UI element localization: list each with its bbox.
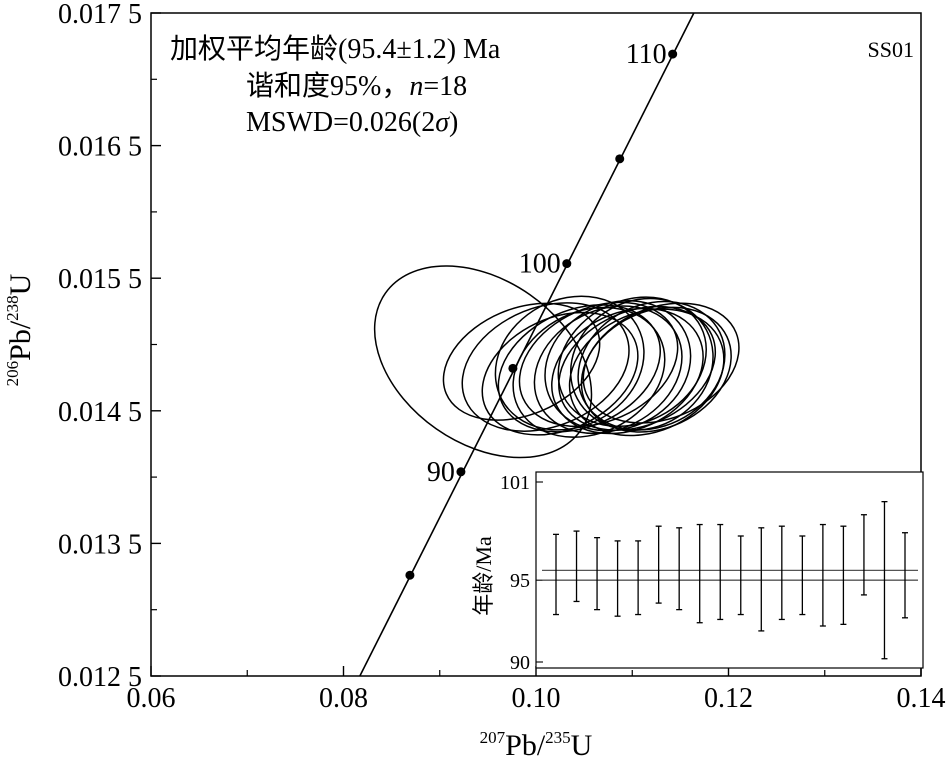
x-tick-label: 0.14 [897,683,946,714]
concordia-line [359,13,695,676]
age-point [405,570,415,580]
age-point-label: 110 [626,39,667,70]
y-label-base1: Pb/ [4,320,37,361]
x-tick-label: 0.12 [704,683,753,714]
age-point [456,467,466,477]
age-point [668,49,678,59]
x-axis-ticks: 0.06 0.08 0.10 0.12 0.14 [127,666,946,714]
concordia-age-points: 90 100 110 [405,39,678,580]
x-tick-label: 0.08 [319,683,368,714]
y-tick-label: 0.012 5 [58,662,142,693]
error-ellipse [373,265,593,459]
concordance-prefix: 谐和度95%， [246,70,409,102]
mswd-suffix: ) [449,107,458,138]
y-tick-label: 0.014 5 [58,397,142,428]
sample-label: SS01 [868,37,914,62]
y-tick-label: 0.016 5 [58,132,142,163]
y-label-sup1: 206 [3,361,22,387]
inset-y-tick-label: 90 [510,652,530,674]
inset-y-axis-label: 年龄/Ma [471,536,496,616]
age-point [562,259,572,269]
x-label-sup2: 235 [545,728,571,747]
n-value: =18 [423,71,467,102]
age-point-label: 90 [427,457,455,488]
weighted-mean-age-text: 加权平均年龄(95.4±1.2) Ma [170,33,501,65]
sigma-symbol: σ [435,107,450,138]
x-label-sup1: 207 [480,728,506,747]
n-symbol: n [409,71,423,102]
y-label-sup2: 238 [3,295,22,321]
y-tick-label: 0.017 5 [58,0,142,30]
error-ellipse [461,302,630,432]
error-ellipse [557,296,707,428]
x-label-base1: Pb/ [505,729,546,762]
error-ellipse [582,302,740,424]
error-ellipses [373,265,740,459]
y-axis-ticks: 0.012 5 0.013 5 0.014 5 0.015 5 0.016 5 0.017… [58,0,161,693]
x-axis-label: 207Pb/235U [480,728,593,762]
concordance-text: 谐和度95%，n=18 [246,70,467,102]
y-tick-label: 0.013 5 [58,529,142,560]
y-label-base2: U [4,273,37,295]
x-tick-label: 0.06 [127,683,176,714]
error-ellipse [577,300,726,431]
age-point-label: 100 [519,249,561,280]
error-ellipse [580,306,732,433]
error-ellipse [569,297,714,432]
error-ellipse [481,311,639,436]
x-label-base2: U [571,729,593,762]
inset-age-plot: 90 95 101 年龄/Ma [471,471,924,674]
y-axis-label: 206Pb/238U [3,273,37,386]
inset-y-tick-label: 95 [510,570,530,592]
inset-y-tick-label: 101 [500,472,530,494]
age-point [615,154,625,164]
error-ellipse [558,305,717,431]
error-ellipse [512,306,666,438]
age-point [508,363,518,373]
y-tick-label: 0.015 5 [58,264,142,295]
inset-content: 90 95 101 [500,472,918,674]
x-tick-label: 0.10 [512,683,561,714]
mswd-text: MSWD=0.026(2σ) [246,107,458,138]
mswd-prefix: MSWD=0.026(2 [246,107,435,138]
